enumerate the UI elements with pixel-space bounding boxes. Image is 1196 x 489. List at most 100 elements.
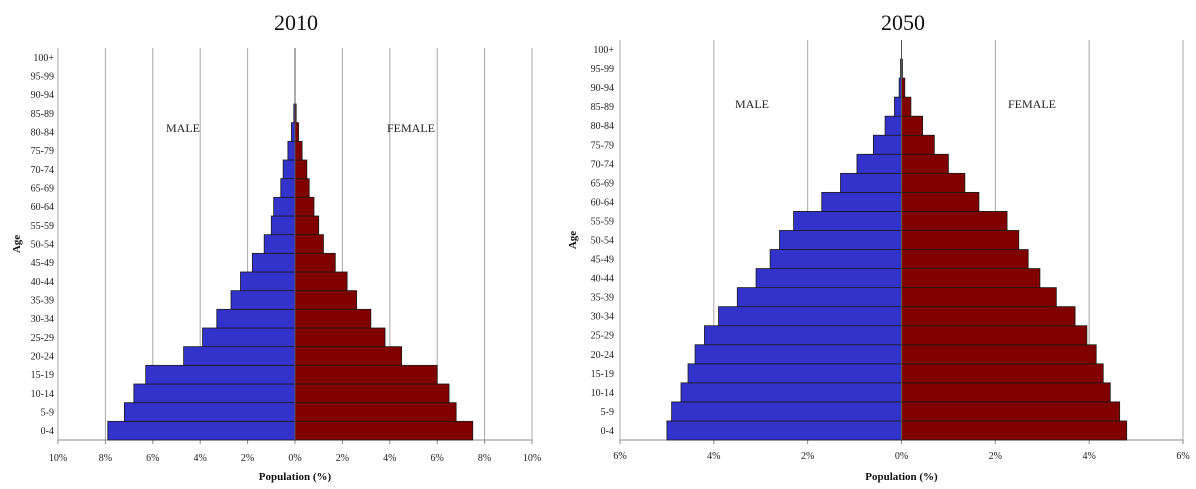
y-tick-label: 20-24: [31, 352, 54, 363]
bar-female-15-19: [901, 363, 1104, 384]
female-label: FEMALE: [1008, 97, 1056, 111]
y-tick-label: 65-69: [591, 178, 614, 189]
bar-male-25-29: [202, 327, 296, 348]
bar-male-55-59: [270, 215, 296, 236]
bar-male-85-89: [894, 96, 902, 117]
y-tick-label: 15-19: [591, 369, 614, 380]
bar-female-75-79: [294, 140, 303, 161]
x-tick-label: 4%: [1082, 451, 1095, 462]
y-tick-label: 95-99: [31, 72, 54, 83]
y-tick-label: 80-84: [31, 128, 54, 139]
y-tick-label: 40-44: [31, 277, 54, 288]
x-tick-label: 0%: [288, 453, 301, 464]
bar-male-80-84: [884, 115, 902, 136]
bar-female-35-39: [901, 287, 1057, 308]
bar-male-0-4: [666, 420, 902, 441]
bar-female-40-44: [294, 271, 348, 292]
bar-male-40-44: [755, 268, 902, 289]
y-tick-label: 30-34: [31, 314, 54, 325]
y-tick-label: 45-49: [31, 258, 54, 269]
y-tick-label: 0-4: [601, 426, 614, 437]
bar-female-65-69: [901, 172, 966, 193]
y-tick-label: 100+: [593, 45, 614, 56]
bar-male-25-29: [704, 325, 902, 346]
bar-female-20-24: [901, 344, 1097, 365]
bar-male-50-54: [779, 230, 902, 250]
bar-female-35-39: [294, 290, 358, 310]
y-axis-label: Age: [567, 231, 579, 249]
x-tick-label: 6%: [431, 453, 444, 464]
bar-male-55-59: [793, 211, 902, 231]
bar-male-10-14: [680, 382, 902, 403]
y-tick-label: 10-14: [591, 388, 614, 399]
x-tick-label: 8%: [478, 453, 491, 464]
bar-male-20-24: [694, 344, 902, 365]
y-tick-label: 80-84: [591, 121, 614, 132]
y-tick-label: 65-69: [31, 184, 54, 195]
bar-male-15-19: [145, 364, 296, 385]
pyramid-chart-2050: 2050 6% 4% 2% 0% 2% 4% 6% 0-4 5-9 10-14 15-19 20-24 2…: [567, 10, 1190, 483]
y-tick-label: 70-74: [591, 159, 614, 170]
bar-female-65-69: [294, 178, 310, 198]
bar-female-45-49: [901, 249, 1029, 269]
bar-male-45-49: [769, 249, 902, 269]
bar-female-80-84: [294, 122, 299, 142]
bar-female-25-29: [901, 325, 1088, 346]
y-tick-label: 75-79: [31, 146, 54, 157]
bar-female-50-54: [901, 230, 1020, 250]
x-tick-label: 4%: [707, 451, 720, 462]
y-tick-label: 75-79: [591, 140, 614, 151]
y-tick-label: 85-89: [31, 109, 54, 120]
x-tick-label: 4%: [194, 453, 207, 464]
y-tick-label: 20-24: [591, 350, 614, 361]
bar-male-35-39: [736, 287, 902, 308]
y-tick-label: 35-39: [591, 293, 614, 304]
bar-female-5-9: [901, 401, 1121, 422]
bar-male-0-4: [107, 420, 296, 441]
y-tick-label: 60-64: [31, 202, 54, 213]
y-tick-label: 10-14: [31, 389, 54, 400]
x-tick-label: 2%: [801, 451, 814, 462]
pyramid-chart-2010: 2010 10% 8% 6% 4% 2% 0% 2% 4% 6% 8% 10% 0-4 5-9 10-14 1…: [11, 10, 541, 483]
bar-male-20-24: [183, 346, 296, 366]
x-tick-label: 10%: [49, 453, 67, 464]
y-tick-label: 90-94: [591, 83, 614, 94]
chart-title: 2010: [274, 10, 318, 35]
bar-female-30-34: [901, 306, 1076, 327]
y-tick-label: 85-89: [591, 102, 614, 113]
bar-female-10-14: [294, 383, 450, 404]
bar-male-75-79: [287, 140, 296, 161]
bar-male-70-74: [282, 159, 296, 180]
y-tick-label: 90-94: [31, 90, 54, 101]
y-tick-label: 0-4: [41, 426, 54, 437]
bar-male-45-49: [251, 252, 296, 273]
x-tick-label: 2%: [336, 453, 349, 464]
bar-male-5-9: [671, 401, 902, 422]
x-axis-label: Population (%): [259, 471, 332, 483]
y-tick-label: 5-9: [601, 407, 614, 418]
x-tick-label: 4%: [383, 453, 396, 464]
bar-female-70-74: [901, 153, 949, 174]
bar-male-60-64: [273, 196, 296, 217]
x-tick-label: 6%: [1176, 451, 1189, 462]
bar-female-55-59: [294, 215, 320, 236]
bar-male-75-79: [872, 134, 902, 155]
bar-male-80-84: [291, 122, 296, 142]
x-tick-label: 8%: [99, 453, 112, 464]
x-axis-label: Population (%): [865, 471, 938, 483]
chart-title: 2050: [881, 10, 925, 35]
bar-female-80-84: [901, 115, 924, 136]
x-tick-label: 6%: [146, 453, 159, 464]
bar-female-70-74: [294, 159, 308, 180]
bar-female-55-59: [901, 211, 1008, 231]
bar-male-15-19: [687, 363, 902, 384]
y-tick-label: 60-64: [591, 197, 614, 208]
y-tick-label: 95-99: [591, 64, 614, 75]
bar-male-30-34: [718, 306, 902, 327]
x-tick-label: 10%: [523, 453, 541, 464]
bar-male-35-39: [230, 290, 296, 310]
x-tick-label: 2%: [241, 453, 254, 464]
y-tick-label: 55-59: [31, 221, 54, 232]
y-tick-label: 50-54: [591, 236, 614, 247]
